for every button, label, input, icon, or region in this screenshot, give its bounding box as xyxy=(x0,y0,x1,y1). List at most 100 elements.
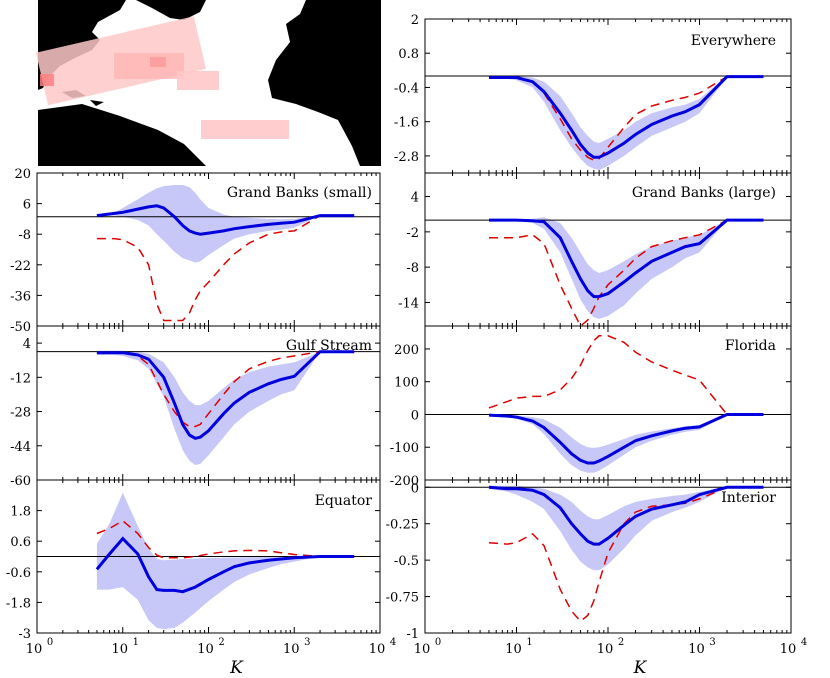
region-box-florida xyxy=(40,74,54,86)
panel-title: Grand Banks (small) xyxy=(227,185,372,201)
mean-series-line xyxy=(488,485,764,546)
y-tick-label: -3 xyxy=(18,627,31,642)
map-south-america xyxy=(38,104,206,166)
y-tick-label: 0 xyxy=(411,481,419,496)
region-box-equator xyxy=(201,120,289,139)
x-tick-exponent: 3 xyxy=(709,637,715,648)
plot-area xyxy=(425,75,791,171)
mean-series-line xyxy=(96,350,355,440)
x-tick-exponent: 1 xyxy=(526,637,532,648)
x-tick-label: 10 xyxy=(780,642,797,657)
y-tick-label: -36 xyxy=(10,289,31,304)
panel-title: Gulf Stream xyxy=(286,338,372,354)
x-tick-exponent: 2 xyxy=(618,637,624,648)
y-tick-label: -1.8 xyxy=(6,596,31,611)
x-tick-label: 10 xyxy=(369,642,386,657)
x-tick-exponent: 4 xyxy=(801,637,807,648)
region-box-grand-banks-small xyxy=(150,57,166,67)
x-tick-label: 10 xyxy=(111,642,128,657)
y-tick-label: 0.6 xyxy=(10,535,31,550)
y-tick-label: -28 xyxy=(10,406,31,421)
panel-title: Interior xyxy=(721,490,776,506)
y-tick-label: -14 xyxy=(398,296,419,311)
y-tick-label: -8 xyxy=(406,261,419,276)
y-tick-label: -22 xyxy=(10,259,31,274)
y-tick-label: -1 xyxy=(406,627,419,642)
region-box-grand-banks-large xyxy=(114,53,184,79)
dashed-series-line xyxy=(96,214,355,322)
x-axis-label: K xyxy=(633,658,648,678)
x-tick-label: 10 xyxy=(505,642,522,657)
panel-title: Everywhere xyxy=(691,33,776,49)
mean-series-line xyxy=(489,218,764,299)
uncertainty-band xyxy=(489,76,764,171)
y-tick-label: -12 xyxy=(10,371,31,386)
plot-area xyxy=(425,335,791,473)
uncertainty-band xyxy=(96,350,355,465)
uncertainty-band xyxy=(489,414,764,473)
map-iberia xyxy=(292,34,318,52)
panel-florida: 200 100 0 -100 -200 Florida xyxy=(390,325,792,489)
y-tick-label: 20 xyxy=(14,167,31,182)
y-tick-label: -44 xyxy=(10,440,31,455)
region-box-gulf-stream xyxy=(177,71,219,90)
panel-title: Equator xyxy=(315,493,373,509)
mean-series-line xyxy=(489,75,764,159)
y-tick-label: -200 xyxy=(390,474,419,489)
y-tick-label: -60 xyxy=(10,474,31,489)
panel-interior: 0 -0.25 -0.5 -0.75 -1 Interior 10 0 10 1 10 2 10 3 10 4… xyxy=(386,479,807,678)
plot-area xyxy=(37,350,380,465)
y-tick-label: -0.5 xyxy=(394,554,419,569)
dashed-series-line xyxy=(96,350,355,428)
plot-area xyxy=(425,217,791,326)
y-tick-label: 1.8 xyxy=(10,505,31,520)
y-tick-label: 6 xyxy=(23,198,31,213)
plot-area xyxy=(37,492,380,630)
x-tick-exponent: 0 xyxy=(47,637,53,648)
panel-gulf-stream: 4 -12 -28 -44 -60 Gulf Stream xyxy=(10,325,381,489)
y-tick-label: -0.25 xyxy=(386,518,419,533)
x-tick-label: 10 xyxy=(283,642,300,657)
plot-area xyxy=(37,185,380,322)
y-tick-label: 200 xyxy=(394,343,419,358)
plot-area xyxy=(425,485,791,623)
y-tick-label: 4 xyxy=(23,337,31,352)
x-tick-exponent: 1 xyxy=(133,637,139,648)
panel-everywhere: 2 0.8 -0.4 -1.6 -2.8 Everywhere xyxy=(394,13,792,174)
uncertainty-band xyxy=(489,217,764,319)
x-tick-exponent: 4 xyxy=(390,637,396,648)
dashed-series-line xyxy=(488,335,764,416)
mean-series-line xyxy=(488,413,764,465)
map-greenland xyxy=(136,0,206,20)
x-tick-label: 10 xyxy=(26,642,43,657)
y-tick-label: -0.6 xyxy=(6,566,31,581)
x-tick-exponent: 0 xyxy=(435,637,441,648)
y-tick-label: -2 xyxy=(406,226,419,241)
x-tick-label: 10 xyxy=(197,642,214,657)
y-tick-label: 0.8 xyxy=(398,47,419,62)
x-tick-label: 10 xyxy=(414,642,431,657)
y-tick-label: -0.75 xyxy=(386,591,419,606)
x-tick-label: 10 xyxy=(597,642,614,657)
x-tick-exponent: 3 xyxy=(304,637,310,648)
dashed-series-line xyxy=(96,519,355,559)
uncertainty-band xyxy=(96,492,355,630)
mean-series-line xyxy=(96,204,355,236)
uncertainty-band xyxy=(96,185,355,263)
panel-title: Grand Banks (large) xyxy=(632,185,776,201)
map-panel xyxy=(35,0,381,166)
y-tick-label: 0 xyxy=(411,408,419,423)
panel-equator: 1.8 0.6 -0.6 -1.8 -3 Equator 10 0 10 1 10 2 10 3 10 4 K xyxy=(6,479,396,678)
y-tick-label: -1.6 xyxy=(394,116,419,131)
panel-grand-banks-small: 20 6 -8 -22 -36 -50 Grand Banks (small) xyxy=(10,167,381,335)
x-axis-label: K xyxy=(229,658,244,678)
dashed-series-line xyxy=(489,219,764,326)
y-tick-label: -0.4 xyxy=(394,81,419,96)
y-tick-label: 100 xyxy=(394,376,419,391)
y-tick-label: 2 xyxy=(411,13,419,28)
y-tick-label: -100 xyxy=(390,441,419,456)
y-tick-label: -2.8 xyxy=(394,150,419,165)
y-tick-label: -50 xyxy=(10,320,31,335)
panel-grand-banks-large: 4 -2 -8 -14 Grand Banks (large) xyxy=(398,172,792,327)
